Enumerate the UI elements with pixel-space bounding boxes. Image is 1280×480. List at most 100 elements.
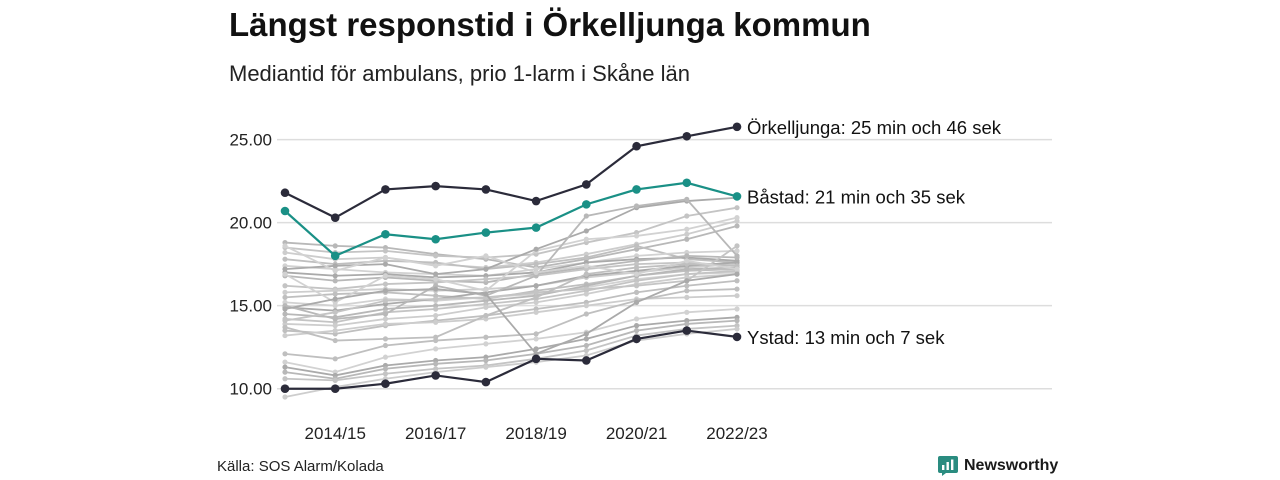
data-point-background	[382, 248, 389, 254]
newsworthy-logo-icon	[938, 456, 958, 476]
data-point-background	[433, 296, 439, 302]
data-point-background	[734, 223, 740, 229]
data-point-background	[583, 311, 589, 317]
data-point-background	[433, 263, 439, 269]
data-point-background	[282, 271, 288, 277]
data-point-background	[282, 332, 288, 339]
data-point-background	[583, 336, 589, 342]
data-point-background	[282, 294, 288, 300]
data-point-background	[433, 253, 439, 259]
data-point-background	[684, 213, 690, 219]
data-point-background	[433, 271, 439, 277]
data-point-background	[483, 253, 489, 259]
data-point-highlight	[531, 196, 541, 206]
data-point-background	[734, 243, 740, 249]
data-point-background	[684, 309, 690, 315]
data-point-background	[583, 303, 589, 309]
data-point-background	[583, 236, 589, 242]
data-point-background	[533, 269, 539, 276]
data-point-background	[332, 337, 338, 344]
data-point-background	[533, 331, 539, 337]
data-point-background	[583, 286, 589, 292]
data-point-background	[633, 283, 640, 289]
data-point-background	[734, 278, 740, 284]
series-line-background	[284, 263, 738, 342]
data-point-background	[282, 359, 288, 365]
data-point-background	[633, 316, 640, 322]
data-point-background	[533, 309, 539, 315]
data-point-background	[684, 236, 690, 242]
data-point-background	[533, 261, 539, 267]
data-point-background	[433, 276, 439, 282]
data-point-background	[533, 246, 539, 252]
data-point-highlight	[280, 384, 290, 394]
data-point-highlight	[732, 122, 742, 132]
data-point-highlight	[481, 228, 491, 237]
data-point-background	[583, 291, 589, 297]
series-line-background	[284, 294, 738, 337]
data-point-background	[684, 321, 690, 327]
series-line-background	[284, 273, 738, 327]
data-point-background	[684, 288, 690, 294]
data-point-highlight	[330, 384, 340, 394]
data-point-background	[282, 266, 288, 272]
data-point-background	[633, 264, 640, 271]
data-point-background	[734, 286, 740, 292]
data-point-background	[433, 286, 439, 292]
source-note: Källa: SOS Alarm/Kolada	[217, 458, 384, 475]
data-point-background	[684, 253, 690, 259]
data-point-background	[282, 289, 288, 295]
data-point-background	[734, 271, 740, 277]
data-point-highlight	[632, 185, 641, 194]
data-point-background	[633, 299, 640, 305]
data-point-background	[282, 306, 288, 312]
data-point-highlight	[582, 180, 591, 189]
data-point-background	[583, 271, 589, 277]
data-point-background	[332, 263, 338, 269]
series-line-highlight	[284, 181, 738, 258]
data-point-highlight	[330, 213, 340, 222]
data-point-background	[684, 258, 690, 264]
data-point-background	[633, 203, 640, 209]
data-point-background	[282, 249, 288, 256]
data-point-background	[282, 351, 288, 357]
data-point-background	[483, 357, 489, 364]
data-point-highlight	[632, 141, 641, 151]
y-tick-label: 20.00	[229, 214, 272, 233]
y-tick-label: 25.00	[229, 131, 272, 150]
data-point-background	[282, 256, 288, 262]
data-point-background	[382, 316, 389, 322]
data-point-background	[684, 278, 690, 284]
data-point-background	[483, 291, 489, 297]
data-point-background	[382, 366, 389, 372]
data-point-background	[433, 361, 439, 367]
data-point-background	[684, 294, 690, 300]
data-point-background	[633, 289, 640, 295]
data-point-background	[533, 346, 539, 352]
data-point-background	[282, 369, 288, 375]
x-tick-label: 2022/23	[706, 424, 767, 443]
series-line-background	[284, 266, 738, 319]
data-point-background	[583, 331, 589, 337]
data-point-background	[483, 364, 489, 370]
data-point-highlight	[381, 185, 390, 194]
series-line-background	[284, 206, 738, 259]
data-point-background	[332, 273, 338, 279]
data-point-background	[433, 346, 439, 352]
chart-title: Längst responstid i Örkelljunga kommun	[229, 6, 871, 43]
data-point-highlight	[481, 185, 491, 194]
data-point-background	[734, 248, 740, 254]
data-point-background	[332, 316, 338, 322]
data-point-background	[684, 266, 690, 272]
data-point-background	[633, 323, 640, 329]
data-point-background	[332, 327, 338, 334]
series-end-label: Ystad: 13 min och 7 sek	[747, 327, 945, 348]
data-point-background	[332, 356, 338, 362]
brand-logo[interactable]: Newsworthy	[938, 456, 1058, 476]
series-line-background	[284, 198, 738, 320]
data-point-background	[583, 213, 589, 219]
data-point-background	[282, 311, 288, 317]
data-point-background	[633, 233, 640, 239]
data-point-background	[684, 226, 690, 232]
